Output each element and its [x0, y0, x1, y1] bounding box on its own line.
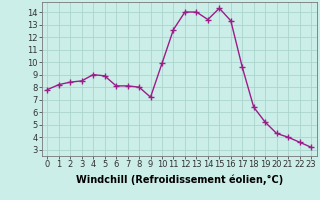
X-axis label: Windchill (Refroidissement éolien,°C): Windchill (Refroidissement éolien,°C) — [76, 175, 283, 185]
